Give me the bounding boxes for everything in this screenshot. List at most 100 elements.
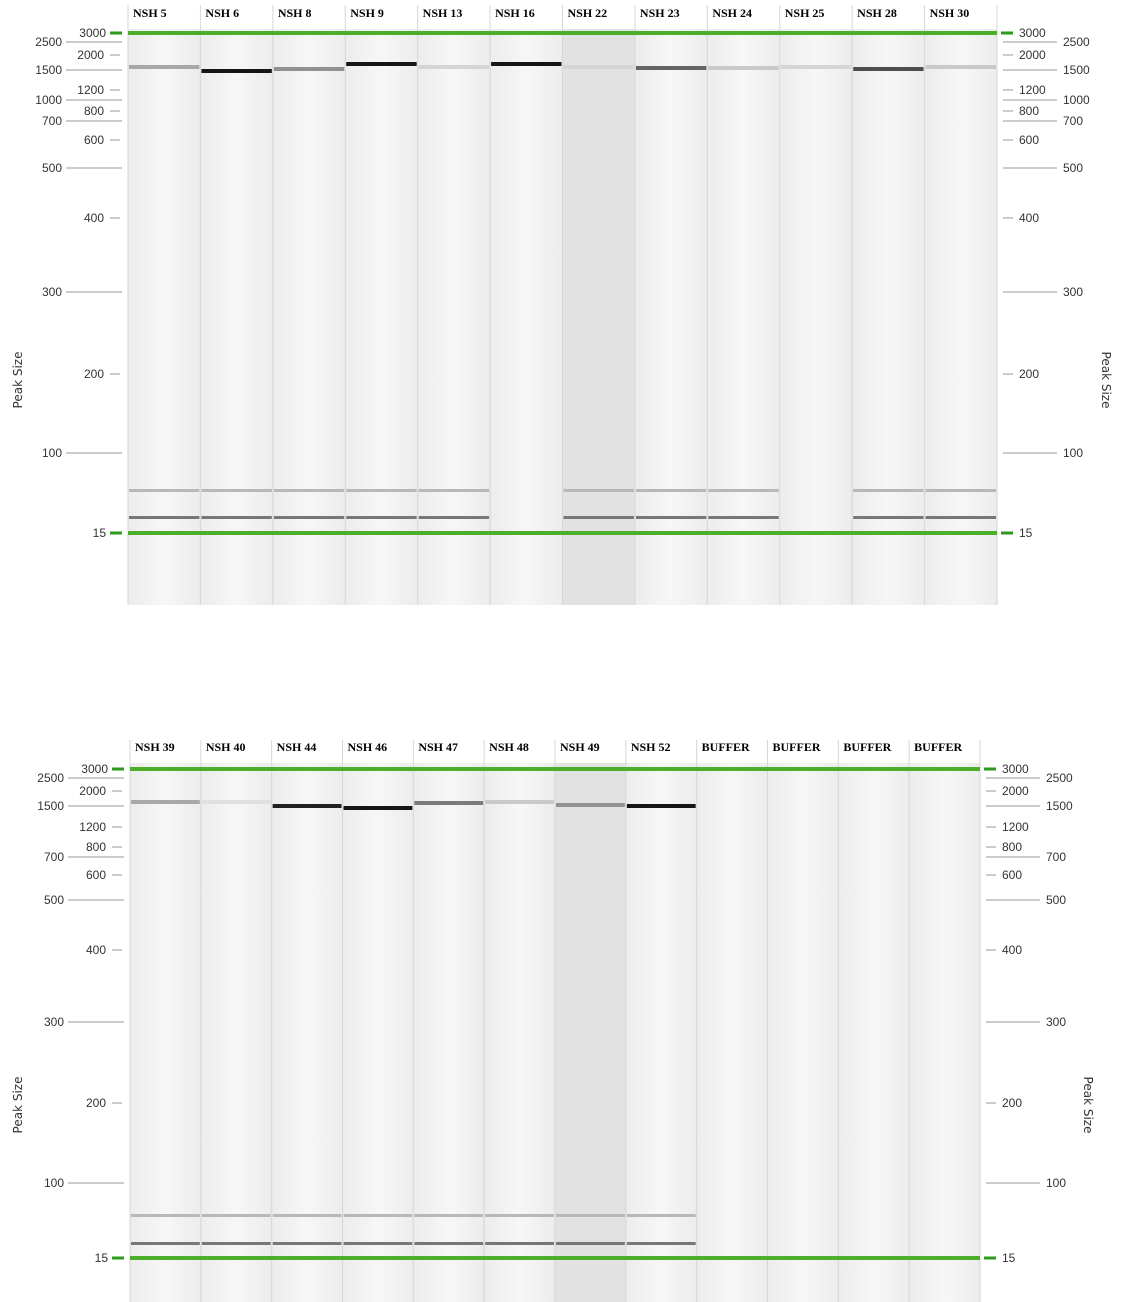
- band: [926, 65, 996, 69]
- tick: [112, 768, 124, 771]
- lane-label: NSH 25: [785, 6, 825, 20]
- axis-label: 200: [1019, 367, 1039, 381]
- axis-label: 800: [86, 840, 106, 854]
- band: [131, 1214, 200, 1217]
- axis-label: 1200: [1002, 820, 1029, 834]
- band: [273, 804, 342, 808]
- axis-label: 2000: [1019, 48, 1046, 62]
- axis-label: 800: [84, 104, 104, 118]
- tick: [110, 532, 122, 535]
- axis-label: 1200: [79, 820, 106, 834]
- axis-label: 400: [1019, 211, 1039, 225]
- band: [344, 1214, 413, 1217]
- lane-label: BUFFER: [914, 740, 962, 754]
- axis-label: 15: [93, 526, 107, 540]
- axis-label: 100: [1046, 1176, 1066, 1190]
- lane: [768, 763, 839, 1302]
- lane-label: BUFFER: [843, 740, 891, 754]
- band: [202, 1214, 271, 1217]
- band: [636, 66, 706, 70]
- axis-label: 1000: [35, 93, 62, 107]
- band: [129, 489, 199, 492]
- band: [491, 62, 561, 66]
- lane-label: NSH 28: [857, 6, 897, 20]
- tick: [112, 1257, 124, 1260]
- lane: [343, 763, 414, 1302]
- band: [564, 65, 634, 69]
- band: [926, 516, 996, 519]
- axis-label: 1500: [35, 63, 62, 77]
- axis-label: 700: [1046, 850, 1066, 864]
- band: [636, 489, 706, 492]
- axis-label: 600: [1002, 868, 1022, 882]
- lane-label: NSH 49: [560, 740, 600, 754]
- band: [564, 516, 634, 519]
- axis-title: Peak Size: [1081, 1077, 1095, 1134]
- axis-label: 700: [1063, 114, 1083, 128]
- lane: [201, 763, 272, 1302]
- axis-label: 2000: [1002, 784, 1029, 798]
- lane-label: NSH 40: [206, 740, 246, 754]
- marker-line: [130, 767, 980, 771]
- lane: [490, 29, 562, 605]
- axis-label: 300: [1063, 285, 1083, 299]
- band: [129, 516, 199, 519]
- axis-label: 500: [1063, 161, 1083, 175]
- lane: [413, 763, 484, 1302]
- axis-label: 1500: [1063, 63, 1090, 77]
- axis-label: 400: [1002, 943, 1022, 957]
- lane: [909, 763, 980, 1302]
- axis-label: 2500: [37, 771, 64, 785]
- axis-label: 1500: [37, 799, 64, 813]
- axis-title: Peak Size: [11, 1077, 25, 1134]
- axis-label: 2500: [35, 35, 62, 49]
- tick: [984, 1257, 996, 1260]
- band: [636, 516, 706, 519]
- axis-label: 1200: [1019, 83, 1046, 97]
- axis-title: Peak Size: [1099, 352, 1113, 409]
- axis-label: 200: [86, 1096, 106, 1110]
- lane-label: BUFFER: [702, 740, 750, 754]
- band: [485, 1214, 554, 1217]
- band: [627, 1242, 696, 1245]
- axis-label: 100: [42, 446, 62, 460]
- marker-line: [128, 531, 997, 535]
- lane: [697, 763, 768, 1302]
- axis-label: 3000: [79, 26, 106, 40]
- band: [853, 67, 923, 71]
- band: [202, 1242, 271, 1245]
- lane-label: NSH 23: [640, 6, 680, 20]
- lane: [780, 29, 852, 605]
- axis-label: 1500: [1046, 799, 1073, 813]
- band: [346, 489, 416, 492]
- axis-label: 200: [84, 367, 104, 381]
- band: [273, 1214, 342, 1217]
- band: [419, 489, 489, 492]
- band: [201, 516, 271, 519]
- axis-label: 15: [1002, 1251, 1016, 1265]
- axis-label: 2000: [79, 784, 106, 798]
- band: [274, 67, 344, 71]
- band: [273, 1242, 342, 1245]
- axis-label: 2500: [1063, 35, 1090, 49]
- band: [708, 489, 778, 492]
- lane-label: NSH 5: [133, 6, 167, 20]
- lane-label: NSH 6: [205, 6, 239, 20]
- axis-label: 3000: [81, 762, 108, 776]
- band: [627, 804, 696, 808]
- band: [131, 1242, 200, 1245]
- band: [414, 1242, 483, 1245]
- lane: [272, 763, 343, 1302]
- band: [202, 800, 271, 804]
- tick: [984, 768, 996, 771]
- axis-label: 100: [1063, 446, 1083, 460]
- band: [708, 516, 778, 519]
- tick: [110, 32, 122, 35]
- lane-label: NSH 9: [350, 6, 384, 20]
- axis-label: 300: [1046, 1015, 1066, 1029]
- axis-label: 500: [1046, 893, 1066, 907]
- axis-label: 600: [84, 133, 104, 147]
- band: [708, 66, 778, 70]
- marker-line: [128, 31, 997, 35]
- marker-line: [130, 1256, 980, 1260]
